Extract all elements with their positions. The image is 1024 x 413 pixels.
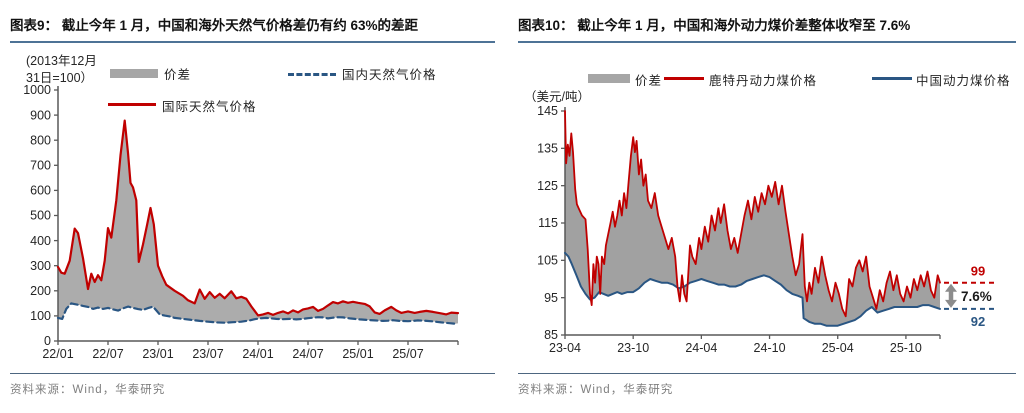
coal-y-tick-label: 105 [537,254,558,268]
coal-chart-region: （美元/吨） 价差 鹿特丹动力煤价格 中国动力煤价格 85 95 105 115 125… [518,43,1016,373]
gas-legend-international-label: 国际天然气价格 [162,100,257,114]
gas-axis-note-line1: (2013年12月 [26,54,97,68]
gas-legend-domestic-swatch [288,73,336,76]
gas-x-tick-label: 23/07 [192,347,223,361]
gas-legend-gap-label: 价差 [164,68,192,82]
coal-x-tick-label: 24-10 [754,341,786,355]
coal-legend-china-swatch [872,77,912,80]
gas-y-tick-label: 0 [44,334,51,348]
gas-y-tick-label: 200 [30,284,51,298]
gas-gap-area [58,120,458,324]
gas-x-tick-label: 25/01 [342,347,373,361]
gas-x-tick-label: 24/07 [292,347,323,361]
coal-legend-rotterdam-label: 鹿特丹动力煤价格 [709,74,818,88]
gas-legend-international-swatch [108,103,156,106]
gas-y-tick-label: 1000 [23,83,51,97]
gas-y-tick-label: 600 [30,184,51,198]
coal-legend-china-label: 中国动力煤价格 [916,74,1011,88]
coal-x-tick-label: 25-10 [890,341,922,355]
coal-x-tick-label: 24-04 [685,341,717,355]
gas-y-tick-label: 700 [30,159,51,173]
annotation-upper-value: 99 [971,264,985,279]
coal-x-tick-label: 23-04 [549,341,581,355]
gas-y-tick-label: 500 [30,209,51,223]
coal-y-tick-label: 85 [544,328,558,342]
gas-y-tick-label: 300 [30,259,51,273]
gas-x-tick-label: 22/07 [92,347,123,361]
coal-y-tick-label: 115 [538,216,558,230]
coal-source-note: 资料来源：Wind，华泰研究 [518,373,1016,397]
coal-series-international [564,110,941,318]
coal-legend-rotterdam-swatch [664,77,704,80]
gas-x-tick-label: 25/07 [392,347,423,361]
coal-y-tick-label: 135 [537,142,558,156]
coal-x-tick-label: 23-10 [617,341,649,355]
coal-axis-unit: （美元/吨） [524,90,590,104]
gas-panel: 图表9： 截止今年 1 月，中国和海外天然气价格差仍有约 63%的差距 (201… [10,6,495,397]
coal-x-tick-label: 25-04 [822,341,854,355]
gas-chart-svg: 0 100 200 300 400 500 600 700 800 900 1000 22/01 22/… [23,83,460,361]
gas-series-international [56,119,460,317]
coal-series-domestic [564,251,941,327]
gas-legend-gap-swatch [110,69,158,78]
coal-chart-title: 图表10： 截止今年 1 月，中国和海外动力煤价差整体收窄至 7.6% [518,6,1016,43]
gas-axis-note: (2013年12月 31日=100） [26,53,97,87]
coal-y-tick-label: 145 [537,104,558,118]
gas-y-tick-label: 800 [30,133,51,147]
gas-chart-title: 图表9： 截止今年 1 月，中国和海外天然气价格差仍有约 63%的差距 [10,6,495,43]
annotation-lower-value: 92 [971,314,985,329]
gas-series-domestic [56,302,460,325]
coal-legend-gap-swatch [588,74,630,83]
gas-y-tick-label: 400 [30,234,51,248]
coal-legend-gap-label: 价差 [635,74,663,88]
gas-x-tick-label: 22/01 [42,347,73,361]
coal-y-tick-label: 125 [537,179,558,193]
gas-x-tick-label: 24/01 [242,347,273,361]
coal-y-tick-label: 95 [544,291,558,305]
gas-chart-region: (2013年12月 31日=100） 价差 国内天然气价格 国际天然气价格 0 1… [10,43,495,373]
gas-y-tick-label: 100 [30,309,51,323]
annotation-gap-percent: 7.6% [961,289,992,304]
coal-gap-area [565,111,940,326]
gas-legend-domestic-label: 国内天然气价格 [342,68,437,82]
coal-panel: 图表10： 截止今年 1 月，中国和海外动力煤价差整体收窄至 7.6% （美元/… [518,6,1016,397]
gas-y-tick-label: 900 [30,108,51,122]
gas-source-note: 资料来源：Wind，华泰研究 [10,373,495,397]
coal-chart-svg: 85 95 105 115 125 135 145 23-04 23-10 24-04 24-10 2… [537,104,994,355]
gas-axis-note-line2: 31日=100） [26,71,94,85]
gas-x-tick-label: 23/01 [142,347,173,361]
